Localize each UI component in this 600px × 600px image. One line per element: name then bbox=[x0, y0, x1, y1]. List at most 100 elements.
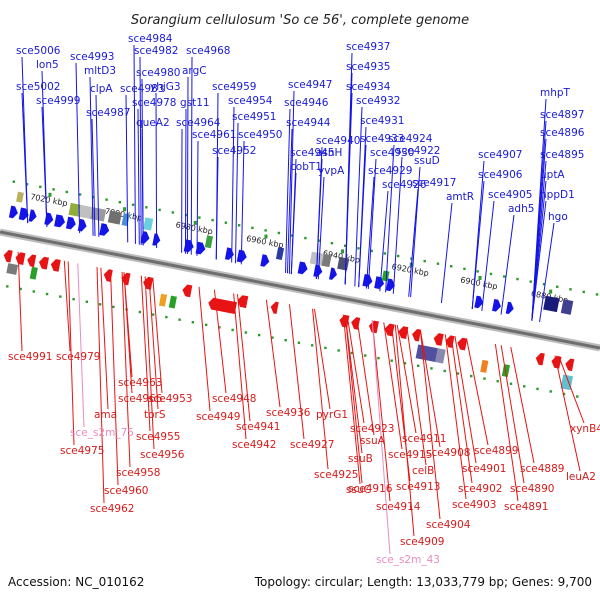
forward-gene-label: sce4984 bbox=[128, 33, 173, 45]
forward-gene-label: amtR bbox=[446, 191, 474, 203]
reverse-gene-label: sce4923 bbox=[350, 423, 394, 435]
feature-block bbox=[107, 210, 122, 225]
forward-gene-label: queA2 bbox=[136, 117, 170, 129]
reverse-leader bbox=[406, 326, 427, 466]
reverse-gene-label: sce4913 bbox=[396, 481, 440, 493]
reverse-gene-label: xynB4 bbox=[570, 423, 600, 435]
forward-leader bbox=[286, 128, 293, 274]
reverse-gene-arrow bbox=[143, 276, 154, 290]
reverse-gene-label: sce4941 bbox=[236, 421, 280, 433]
reverse-gene-arrow bbox=[50, 259, 61, 272]
forward-gene-label: sce4978 bbox=[132, 97, 176, 109]
forward-gene-arrow bbox=[329, 267, 337, 280]
tick-dot bbox=[98, 303, 102, 306]
tick-dot bbox=[65, 190, 69, 194]
reverse-leader bbox=[265, 299, 281, 408]
feature-block bbox=[415, 344, 438, 362]
tick-dot bbox=[191, 321, 195, 324]
tick-dot bbox=[165, 315, 168, 319]
tick-dot bbox=[370, 249, 373, 253]
reverse-leader bbox=[233, 293, 247, 440]
forward-leader bbox=[215, 156, 219, 260]
tick-dot bbox=[277, 231, 281, 235]
feature-block bbox=[68, 202, 81, 217]
forward-gene-arrow bbox=[385, 278, 395, 292]
forward-gene-label: sce4950 bbox=[238, 129, 282, 141]
tick-dot bbox=[476, 270, 479, 273]
reverse-gene-arrow bbox=[433, 333, 444, 346]
tick-dot bbox=[131, 203, 135, 206]
tick-dot bbox=[463, 267, 466, 271]
reverse-leader bbox=[346, 315, 365, 424]
reverse-gene-label: leuA2 bbox=[566, 471, 596, 483]
tick-dot bbox=[562, 392, 566, 396]
tick-dot bbox=[410, 257, 413, 260]
tick-dot bbox=[85, 300, 89, 303]
forward-gene-label: sce4926 bbox=[382, 179, 427, 191]
forward-leader bbox=[184, 108, 187, 254]
forward-gene-arrow bbox=[297, 261, 308, 275]
reverse-gene-label: ama bbox=[94, 409, 117, 421]
tick-dot bbox=[6, 285, 9, 288]
reverse-leader bbox=[510, 346, 535, 464]
tick-dot bbox=[32, 290, 36, 293]
tick-dot bbox=[218, 326, 221, 329]
reverse-gene-label: sce4962 bbox=[90, 503, 134, 515]
reverse-gene-arrow bbox=[237, 295, 249, 309]
tick-dot bbox=[430, 367, 433, 370]
forward-gene-arrow bbox=[492, 299, 501, 312]
forward-leader bbox=[285, 108, 291, 273]
feature-block bbox=[560, 299, 574, 315]
rna-gene-label: sce_s2m_43 bbox=[376, 554, 440, 566]
genome-backbone bbox=[0, 228, 600, 352]
forward-gene-arrow bbox=[28, 209, 37, 222]
forward-gene-label: sce4933 bbox=[360, 133, 404, 145]
tick-dot bbox=[509, 382, 513, 385]
kbp-mark bbox=[478, 275, 482, 280]
forward-leader bbox=[155, 92, 158, 249]
reverse-gene-label: sce4891 bbox=[504, 501, 548, 513]
tick-dot bbox=[105, 198, 108, 201]
forward-gene-label: uptA bbox=[540, 169, 565, 181]
forward-leader bbox=[500, 214, 515, 315]
forward-gene-label: sce4935 bbox=[346, 61, 390, 73]
reverse-gene-label: sce4927 bbox=[290, 439, 334, 451]
tick-dot bbox=[483, 377, 486, 380]
reverse-leader bbox=[444, 334, 467, 500]
reverse-gene-label: sce4903 bbox=[452, 499, 496, 511]
forward-leader bbox=[315, 158, 323, 279]
reverse-gene-label: sce4902 bbox=[458, 483, 502, 495]
forward-gene-label: yhjG3 bbox=[150, 81, 181, 93]
reverse-leader bbox=[396, 325, 417, 434]
forward-gene-label: sce4947 bbox=[288, 79, 332, 91]
forward-gene-label: argC bbox=[182, 65, 207, 77]
forward-gene-arrow bbox=[474, 295, 484, 309]
forward-gene-label: sce4999 bbox=[36, 95, 80, 107]
reverse-gene-label: sce4889 bbox=[520, 463, 564, 475]
forward-gene-label: sce4961 bbox=[192, 129, 236, 141]
forward-gene-label: sce4917 bbox=[412, 177, 456, 189]
forward-gene-label: sce4951 bbox=[232, 111, 276, 123]
reverse-leader bbox=[123, 272, 133, 394]
feature-block bbox=[6, 263, 19, 275]
forward-leader bbox=[408, 188, 419, 297]
reverse-leader bbox=[356, 317, 375, 436]
tick-dot bbox=[310, 344, 314, 347]
tick-dot bbox=[211, 218, 214, 222]
reverse-leader bbox=[371, 320, 391, 555]
forward-leader bbox=[344, 92, 353, 285]
forward-gene-label: sce5006 bbox=[16, 45, 61, 57]
forward-gene-label: hppD1 bbox=[540, 189, 575, 201]
tick-dot bbox=[549, 390, 552, 393]
reverse-gene-arrow bbox=[103, 269, 113, 282]
forward-gene-label: sce4945 bbox=[290, 147, 334, 159]
reverse-leader bbox=[394, 324, 415, 537]
forward-leader bbox=[235, 122, 239, 264]
reverse-gene-label: sce4953 bbox=[148, 393, 192, 405]
forward-gene-label: sce4937 bbox=[346, 41, 390, 53]
reverse-gene-label: sce4963 bbox=[118, 377, 162, 389]
tick-dot bbox=[516, 277, 519, 281]
tick-dot bbox=[204, 323, 208, 327]
reverse-leader bbox=[371, 320, 391, 502]
